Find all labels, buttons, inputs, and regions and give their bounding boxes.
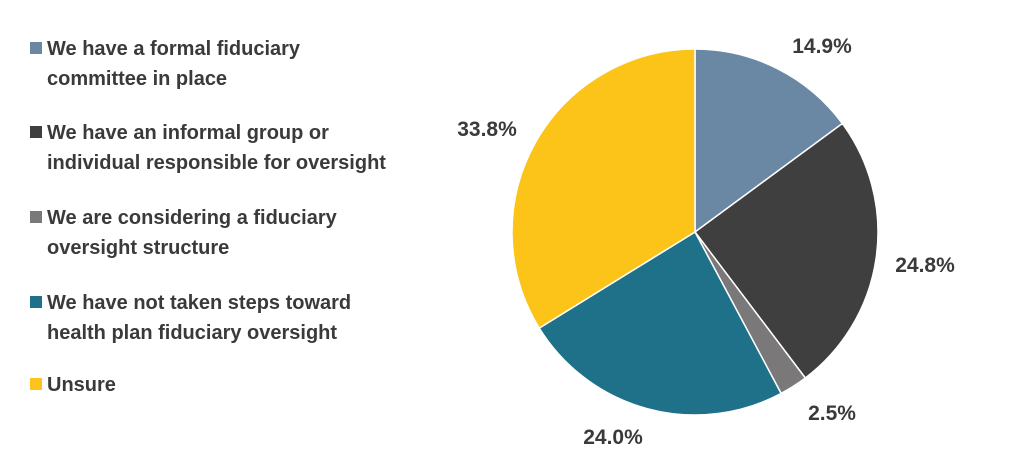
pie-slice-unsure — [511, 48, 696, 330]
pie-slice-formal-committee — [694, 48, 844, 234]
legend-item-formal-committee: We have a formal fiduciary committee in … — [30, 34, 427, 94]
legend-swatch — [30, 211, 42, 223]
data-label-considering-structure: 2.5% — [808, 402, 856, 425]
pie-slice-no-steps-taken — [538, 230, 783, 416]
legend-label: Unsure — [47, 374, 116, 396]
data-label-informal-group: 24.8% — [895, 254, 955, 277]
legend-item-unsure: Unsure — [30, 370, 427, 400]
legend-label: We have a formal fiduciary committee in … — [47, 38, 301, 90]
legend-swatch — [30, 42, 42, 54]
data-label-formal-committee: 14.9% — [792, 35, 852, 58]
legend-label: We have an informal group or individual … — [47, 122, 386, 174]
legend-swatch — [30, 378, 42, 390]
legend-item-informal-group: We have an informal group or individual … — [30, 118, 427, 178]
legend-item-considering-structure: We are considering a fiduciary oversight… — [30, 203, 427, 263]
legend-item-no-steps-taken: We have not taken steps toward health pl… — [30, 288, 427, 348]
legend-label: We have not taken steps toward health pl… — [47, 292, 352, 344]
data-label-unsure: 33.8% — [457, 118, 517, 141]
pie-slice-informal-group — [693, 122, 879, 380]
legend-label: We are considering a fiduciary oversight… — [47, 207, 337, 259]
legend-swatch — [30, 126, 42, 138]
legend-swatch — [30, 296, 42, 308]
data-label-no-steps-taken: 24.0% — [583, 426, 643, 449]
